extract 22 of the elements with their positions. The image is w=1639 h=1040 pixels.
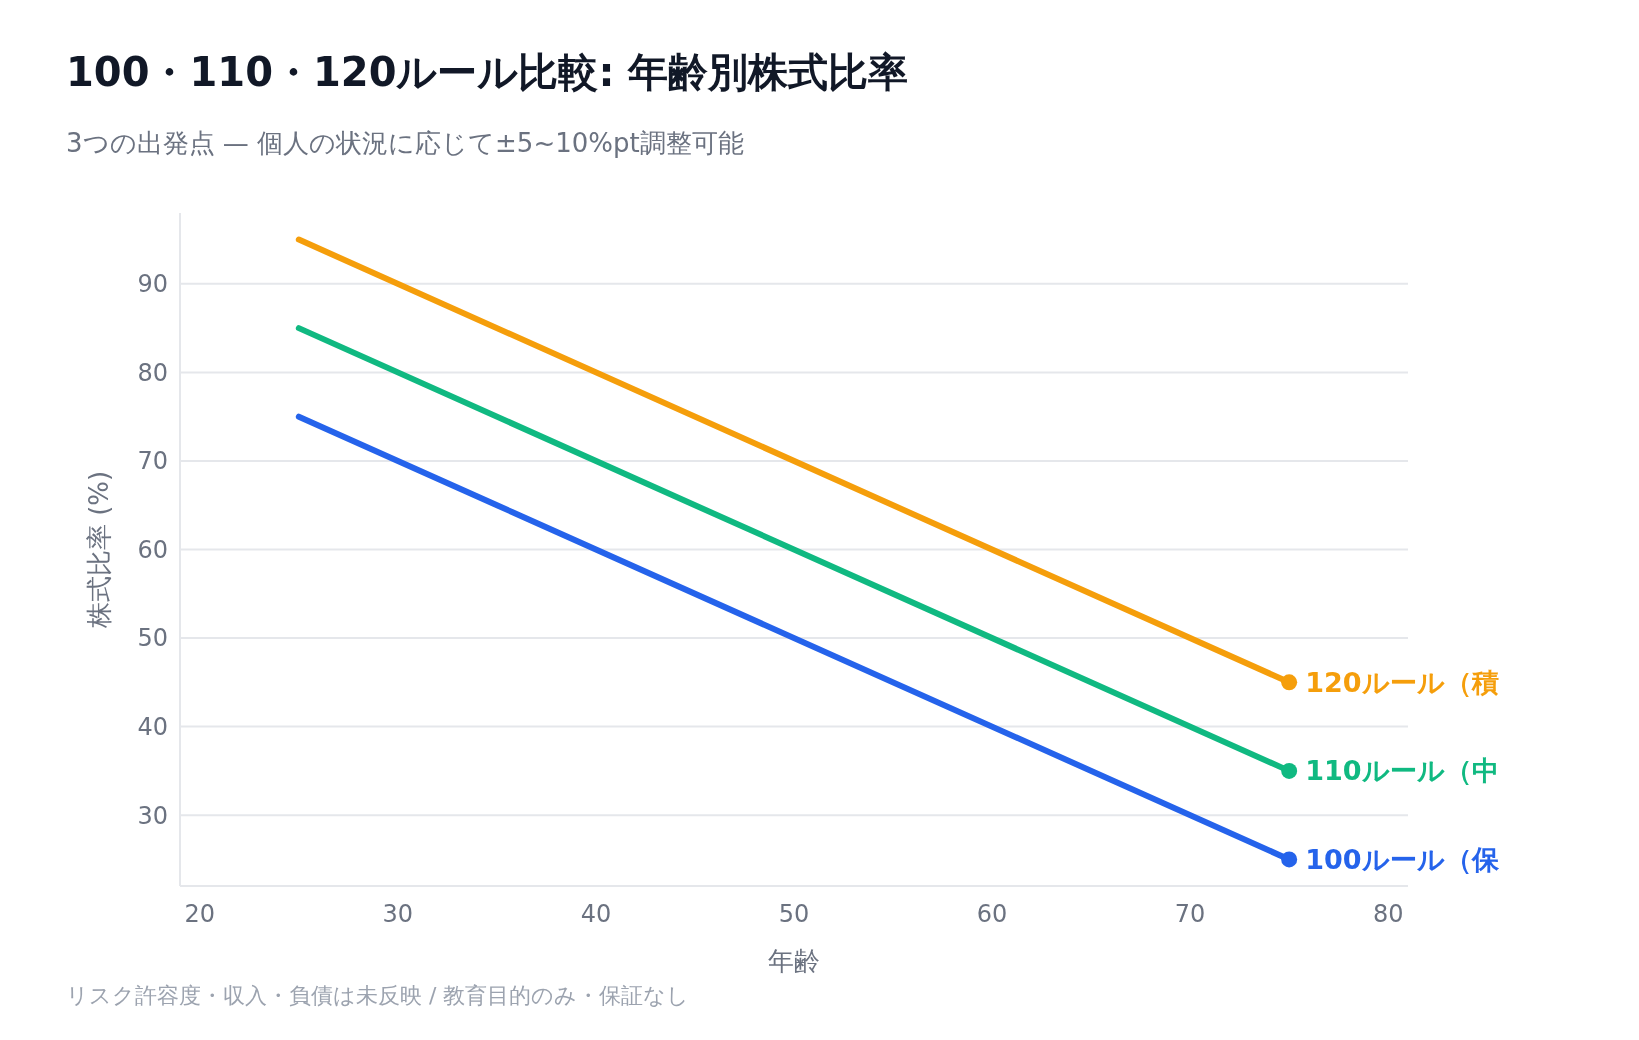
y-tick-label: 60 — [137, 535, 168, 564]
series-label: 120ルール（積 — [1305, 666, 1499, 698]
x-tick-label: 20 — [184, 900, 216, 928]
x-tick-label: 40 — [580, 900, 612, 928]
chart-title: 100・110・120ルール比較: 年齢別株式比率 — [66, 49, 909, 95]
series-label: 100ルール（保 — [1305, 843, 1500, 875]
x-tick-label: 60 — [976, 900, 1008, 928]
y-tick-label: 50 — [137, 624, 168, 653]
series-label: 110ルール（中 — [1305, 755, 1499, 787]
y-tick-label: 40 — [137, 713, 168, 742]
chart-subtitle: 3つの出発点 — 個人の状況に応じて±5~10%pt調整可能 — [66, 128, 744, 158]
x-axis-title: 年齢 — [768, 946, 820, 976]
y-tick-label: 90 — [137, 270, 168, 299]
y-tick-label: 30 — [137, 801, 168, 830]
x-tick-label: 30 — [382, 900, 414, 928]
y-axis-title: 株式比率 (%) — [84, 470, 114, 630]
x-tick-label: 50 — [778, 900, 810, 928]
text: リスク許容度・収入・負債は未反映 / 教育目的のみ・保証なし — [66, 983, 690, 1008]
y-tick-label: 80 — [137, 358, 168, 387]
y-tick-label: 70 — [137, 447, 168, 476]
x-tick-label: 70 — [1174, 900, 1206, 928]
x-tick-label: 80 — [1372, 900, 1404, 928]
